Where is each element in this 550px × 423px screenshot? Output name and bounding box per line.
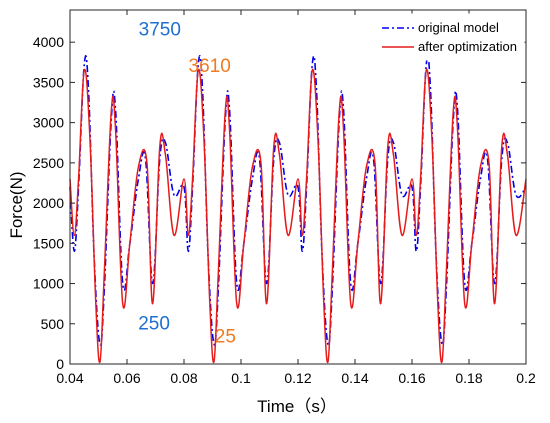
annotation-label: 3750 <box>139 20 181 41</box>
x-tick-label: 0.16 <box>398 370 425 386</box>
annotation-label: 25 <box>215 326 236 347</box>
x-tick-label: 0.1 <box>231 370 251 386</box>
legend-box <box>377 13 525 61</box>
y-tick-label: 3500 <box>33 74 64 90</box>
x-tick-label: 0.2 <box>516 370 536 386</box>
y-tick-label: 0 <box>56 356 64 372</box>
annotation-label: 3610 <box>189 56 231 77</box>
x-axis-label: Time（s） <box>257 397 337 416</box>
series-after-optimization <box>69 68 527 364</box>
y-tick-label: 4000 <box>33 34 64 50</box>
x-tick-label: 0.12 <box>284 370 311 386</box>
y-tick-label: 1500 <box>33 235 64 251</box>
y-tick-label: 2000 <box>33 195 64 211</box>
legend-label: after optimization <box>418 39 517 54</box>
x-tick-label: 0.08 <box>170 370 197 386</box>
y-tick-label: 1000 <box>33 276 64 292</box>
series-layer <box>69 55 527 364</box>
y-tick-label: 500 <box>41 316 65 332</box>
y-tick-label: 3000 <box>33 115 64 131</box>
y-tick-label: 2500 <box>33 155 64 171</box>
ticks-layer: 0.04 0.06 0.08 0.1 0.12 0.14 0.16 0.18 0.2 0 500 10… <box>33 10 536 386</box>
legend: original model after optimization <box>377 13 525 61</box>
legend-label: original model <box>418 20 499 35</box>
y-axis-label: Force(N) <box>7 171 26 238</box>
annotations-layer: 3750 3610 250 25 <box>138 20 236 348</box>
x-tick-label: 0.04 <box>56 370 83 386</box>
x-tick-label: 0.06 <box>113 370 140 386</box>
x-tick-label: 0.14 <box>341 370 368 386</box>
plot-area <box>70 10 526 364</box>
x-tick-label: 0.18 <box>455 370 482 386</box>
annotation-label: 250 <box>138 313 170 334</box>
